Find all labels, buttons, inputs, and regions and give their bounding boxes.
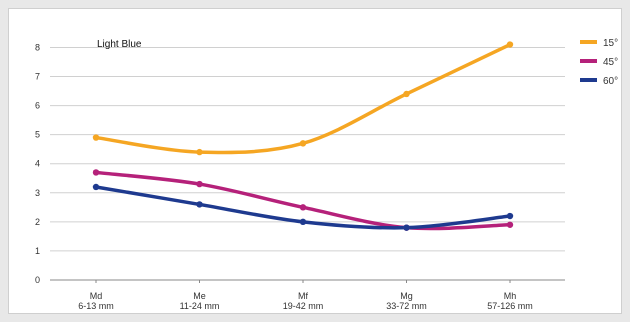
data-point bbox=[506, 212, 514, 220]
x-tick-label: Mh bbox=[504, 291, 517, 301]
data-point bbox=[506, 221, 514, 228]
y-ticks: 0 1 2 3 4 5 6 7 8 bbox=[35, 42, 40, 285]
x-tick-sublabel: 57-126 mm bbox=[487, 301, 533, 311]
y-tick-label: 7 bbox=[35, 72, 40, 82]
x-tick-sublabel: 11-24 mm bbox=[180, 301, 220, 311]
x-tick-sublabel: 19-42 mm bbox=[283, 301, 324, 311]
data-point bbox=[506, 41, 514, 48]
y-tick-label: 6 bbox=[35, 101, 40, 111]
x-tick-sublabel: 6-13 mm bbox=[78, 301, 114, 311]
y-tick-label: 2 bbox=[35, 217, 40, 227]
y-tick-label: 5 bbox=[35, 130, 40, 140]
data-point bbox=[196, 148, 203, 156]
x-tick-label: Mf bbox=[298, 291, 308, 301]
data-point bbox=[299, 204, 307, 211]
data-point bbox=[299, 140, 307, 147]
chart-title: Light Blue bbox=[97, 39, 142, 50]
legend-label: 45° bbox=[603, 57, 618, 68]
x-tick-label: Mg bbox=[400, 291, 413, 301]
chart-frame bbox=[8, 8, 622, 314]
data-point bbox=[403, 224, 410, 231]
data-point bbox=[196, 180, 203, 188]
data-point bbox=[92, 169, 100, 176]
data-point bbox=[403, 90, 410, 98]
y-tick-label: 4 bbox=[35, 159, 40, 169]
data-point bbox=[299, 218, 307, 226]
legend-label: 15° bbox=[603, 38, 618, 49]
y-tick-label: 0 bbox=[35, 275, 40, 285]
series-lines bbox=[94, 42, 512, 231]
x-tick-label: Me bbox=[193, 291, 206, 301]
y-tick-label: 1 bbox=[35, 246, 40, 256]
series-line-0 bbox=[94, 42, 512, 155]
data-point bbox=[92, 183, 100, 191]
y-tick-label: 3 bbox=[35, 188, 40, 198]
x-tick-sublabel: 33-72 mm bbox=[386, 301, 427, 311]
y-tick-label: 8 bbox=[35, 42, 40, 52]
data-point bbox=[92, 134, 100, 141]
data-point bbox=[196, 201, 203, 208]
x-tick-label: Md bbox=[90, 291, 103, 301]
legend-label: 60° bbox=[603, 76, 618, 87]
legend: 15° 45° 60° bbox=[580, 38, 618, 87]
series-points bbox=[92, 41, 514, 231]
